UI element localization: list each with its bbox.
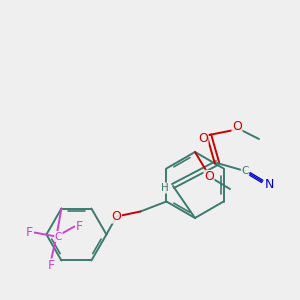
- Text: O: O: [232, 119, 242, 133]
- Text: C: C: [55, 232, 62, 242]
- Text: O: O: [112, 210, 122, 223]
- Text: H: H: [161, 183, 169, 193]
- Text: N: N: [264, 178, 274, 191]
- Text: O: O: [198, 131, 208, 145]
- Text: F: F: [76, 220, 83, 233]
- Text: C: C: [241, 166, 249, 176]
- Text: F: F: [48, 259, 55, 272]
- Text: O: O: [204, 170, 214, 184]
- Text: F: F: [26, 226, 33, 239]
